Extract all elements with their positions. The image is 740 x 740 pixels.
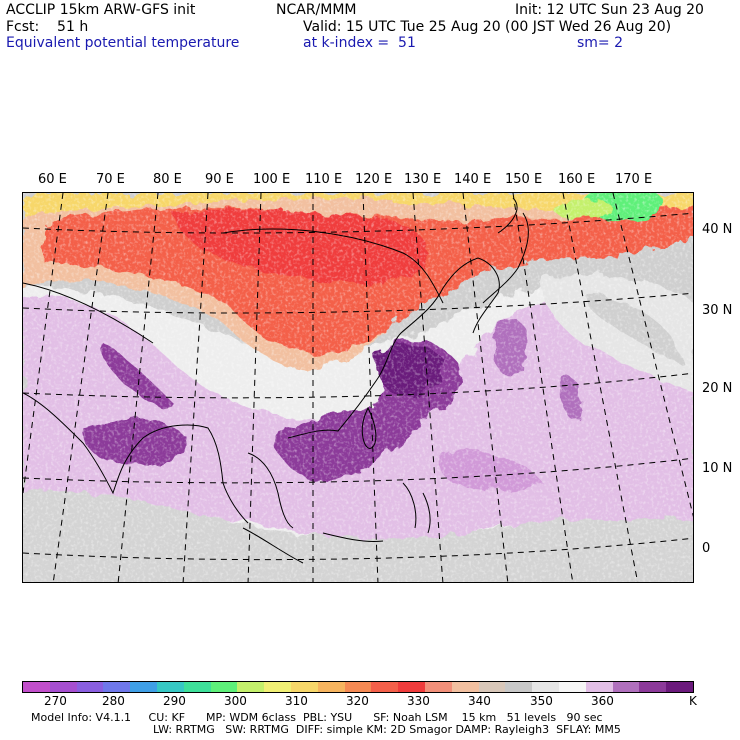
colorbar-swatch bbox=[210, 682, 238, 692]
header-model-title: ACCLIP 15km ARW-GFS init bbox=[6, 2, 196, 18]
lat-label: 0 bbox=[702, 541, 711, 556]
colorbar-swatch bbox=[183, 682, 211, 692]
lat-label: 40 N bbox=[702, 222, 733, 237]
lon-label: 70 E bbox=[96, 172, 125, 187]
colorbar-tick: 270 bbox=[44, 694, 67, 708]
colorbar-swatch bbox=[49, 682, 77, 692]
colorbar-swatch bbox=[23, 682, 50, 692]
colorbar-swatch bbox=[317, 682, 345, 692]
colorbar-swatch bbox=[666, 682, 693, 692]
header-field-name: Equivalent potential temperature bbox=[6, 35, 240, 51]
lon-label: 110 E bbox=[305, 172, 343, 187]
colorbar-swatch bbox=[398, 682, 425, 692]
lon-label: 60 E bbox=[38, 172, 67, 187]
lat-label: 20 N bbox=[702, 381, 733, 396]
header-smoothing: sm= 2 bbox=[577, 35, 624, 51]
colorbar-tick: 310 bbox=[285, 694, 308, 708]
colorbar-unit: K bbox=[689, 694, 697, 708]
lon-label: 160 E bbox=[558, 172, 596, 187]
colorbar-swatch bbox=[290, 682, 318, 692]
lat-label: 10 N bbox=[702, 461, 733, 476]
model-info-line1: Model Info: V4.1.1 CU: KF MP: WDM 6class… bbox=[31, 711, 603, 724]
lon-label: 150 E bbox=[505, 172, 543, 187]
colorbar-swatch bbox=[156, 682, 184, 692]
colorbar-swatch bbox=[103, 682, 131, 692]
header-init-time: Init: 12 UTC Sun 23 Aug 20 bbox=[515, 2, 704, 18]
header-org: NCAR/MMM bbox=[276, 2, 357, 18]
colorbar-tick: 280 bbox=[102, 694, 125, 708]
colorbar-swatch bbox=[585, 682, 613, 692]
colorbar-swatch bbox=[76, 682, 104, 692]
lon-label: 90 E bbox=[205, 172, 234, 187]
graticule bbox=[23, 193, 693, 582]
colorbar-tick: 340 bbox=[468, 694, 491, 708]
model-info-line2: LW: RRTMG SW: RRTMG DIFF: simple KM: 2D … bbox=[153, 723, 621, 736]
colorbar-swatch bbox=[612, 682, 640, 692]
header-valid-time: Valid: 15 UTC Tue 25 Aug 20 (00 JST Wed … bbox=[303, 19, 672, 35]
colorbar-swatch bbox=[424, 682, 452, 692]
colorbar-swatch bbox=[130, 682, 157, 692]
colorbar-tick: 290 bbox=[163, 694, 186, 708]
colorbar-tick: 330 bbox=[407, 694, 430, 708]
lon-label: 80 E bbox=[153, 172, 182, 187]
theta-e-map bbox=[22, 192, 694, 583]
lon-label: 130 E bbox=[404, 172, 442, 187]
lon-label: 120 E bbox=[355, 172, 393, 187]
lon-label: 170 E bbox=[615, 172, 653, 187]
colorbar-swatch bbox=[505, 682, 533, 692]
colorbar-tick: 320 bbox=[346, 694, 369, 708]
colorbar-tick: 360 bbox=[591, 694, 614, 708]
header-forecast-hour: Fcst: 51 h bbox=[6, 19, 89, 35]
colorbar-swatch bbox=[237, 682, 265, 692]
colorbar bbox=[22, 681, 694, 693]
lat-label: 30 N bbox=[702, 303, 733, 318]
colorbar-swatch bbox=[558, 682, 586, 692]
colorbar-swatch bbox=[451, 682, 479, 692]
header-level: at k-index = 51 bbox=[303, 35, 416, 51]
colorbar-tick: 300 bbox=[224, 694, 247, 708]
colorbar-swatch bbox=[344, 682, 372, 692]
lon-label: 140 E bbox=[454, 172, 492, 187]
colorbar-swatch bbox=[532, 682, 559, 692]
colorbar-swatch bbox=[478, 682, 506, 692]
colorbar-swatch bbox=[371, 682, 399, 692]
colorbar-tick: 350 bbox=[530, 694, 553, 708]
lon-label: 100 E bbox=[253, 172, 291, 187]
colorbar-swatch bbox=[639, 682, 667, 692]
colorbar-swatch bbox=[264, 682, 291, 692]
map-field-svg bbox=[23, 193, 693, 582]
